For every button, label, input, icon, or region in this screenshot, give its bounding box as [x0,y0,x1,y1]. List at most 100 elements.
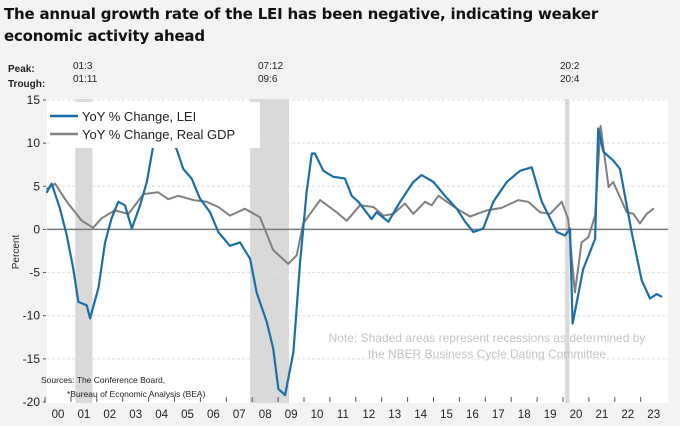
recession-band-1 [75,99,93,403]
plot-area [47,99,668,403]
lei-point [399,201,401,203]
lei-point [569,227,571,230]
trough-date-3: 20:4 [560,74,580,85]
gdp-point [295,254,298,257]
x-tick-label: 08 [259,409,272,421]
lei-point [272,347,274,350]
lei-point [117,201,120,203]
gdp-point [54,182,56,185]
lei-point [199,197,201,200]
lei-point [619,168,621,170]
lei-point [492,201,495,203]
lei-point [420,174,423,176]
trough-label: Trough: [8,79,45,90]
recession-band-3 [565,99,570,403]
x-tick-label: 13 [388,409,401,421]
lei-point [412,181,415,183]
lei-point [124,204,126,207]
gdp-point [272,249,274,251]
x-tick-label: 22 [621,409,634,421]
lei-point [564,234,566,237]
x-tick-label: 01 [78,409,91,421]
lei-point [284,394,286,396]
legend-label-gdp: YoY % Change, Real GDP [82,127,235,142]
x-tick-label: 05 [181,409,194,421]
peak-date-1: 01:3 [73,61,93,72]
lei-point [145,181,148,183]
lei-point [350,194,353,197]
x-tick-label: 15 [440,409,453,421]
x-tick-label: 14 [414,409,427,421]
lei-point [571,322,574,325]
lei-point [555,231,558,233]
lei-point [660,295,663,298]
lei-point [209,211,211,213]
y-tick-label: 10 [27,136,41,150]
gdp-point [587,236,590,238]
x-tick-label: 21 [596,409,609,421]
gdp-point [46,188,48,190]
lei-point [597,127,600,130]
x-tick-label: 07 [233,409,246,421]
x-tick-label: 09 [285,409,298,421]
gdp-point [382,214,385,217]
y-axis-label: Percent [11,235,22,270]
x-tick-label: 16 [466,409,479,421]
lei-point [387,220,390,223]
lei-point [456,207,458,210]
gdp-point [469,215,471,218]
gdp-line [46,124,655,294]
lei-point [85,304,88,307]
lei-point [229,245,231,247]
lei-point [175,148,178,150]
y-tick-label: 15 [27,93,41,107]
lei-point [655,293,658,295]
lei-point [432,181,435,183]
gdp-point [177,194,180,197]
gdp-point [574,291,576,294]
y-tick-label: -5 [29,266,40,280]
lei-point [332,175,335,178]
x-tick-label: 11 [337,409,349,421]
x-tick-label: 18 [518,409,531,421]
lei-point [375,211,378,213]
gdp-point [539,211,541,213]
gdp-point [612,181,615,183]
lei-point [50,182,53,185]
lei-point [110,217,113,220]
lei-point [540,201,543,203]
legend: YoY % Change, LEI YoY % Change, Real GDP [50,102,260,148]
x-tick-label: 00 [52,409,65,421]
gdp-point [100,217,103,220]
lei-point [292,351,295,353]
lei-point [464,220,466,223]
x-tick-label: 12 [362,409,375,421]
gdp-point [167,198,170,201]
y-tick-label: -10 [23,309,41,323]
note-line-2: the NBER Business Cycle Dating Committee [368,347,606,361]
lei-point [322,169,325,172]
lei-point [217,231,220,233]
x-tick-label: 17 [492,409,505,421]
lei-point [239,241,241,244]
lei-point [370,218,373,220]
lei-point [97,287,100,289]
lei-point [357,201,360,203]
trough-date-2: 09:6 [258,74,278,85]
x-tick-label: 03 [129,409,142,421]
lei-point [505,181,508,183]
lei-point [299,261,301,264]
lei-point [72,267,75,270]
lei-point [59,207,61,210]
gdp-point [80,220,83,222]
sources-line-1: Sources: The Conference Board, [41,375,165,385]
peak-label: Peak: [8,64,35,75]
gdp-point [287,263,290,265]
lei-point [265,320,268,323]
x-tick-label: 04 [155,409,168,421]
gdp-point [607,186,610,188]
lei-point [305,191,308,194]
recession-band-2 [250,99,289,403]
